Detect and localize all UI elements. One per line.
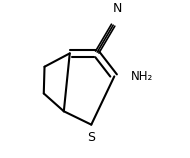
Text: N: N	[113, 2, 122, 15]
Text: NH₂: NH₂	[131, 70, 153, 83]
Text: S: S	[87, 131, 95, 144]
